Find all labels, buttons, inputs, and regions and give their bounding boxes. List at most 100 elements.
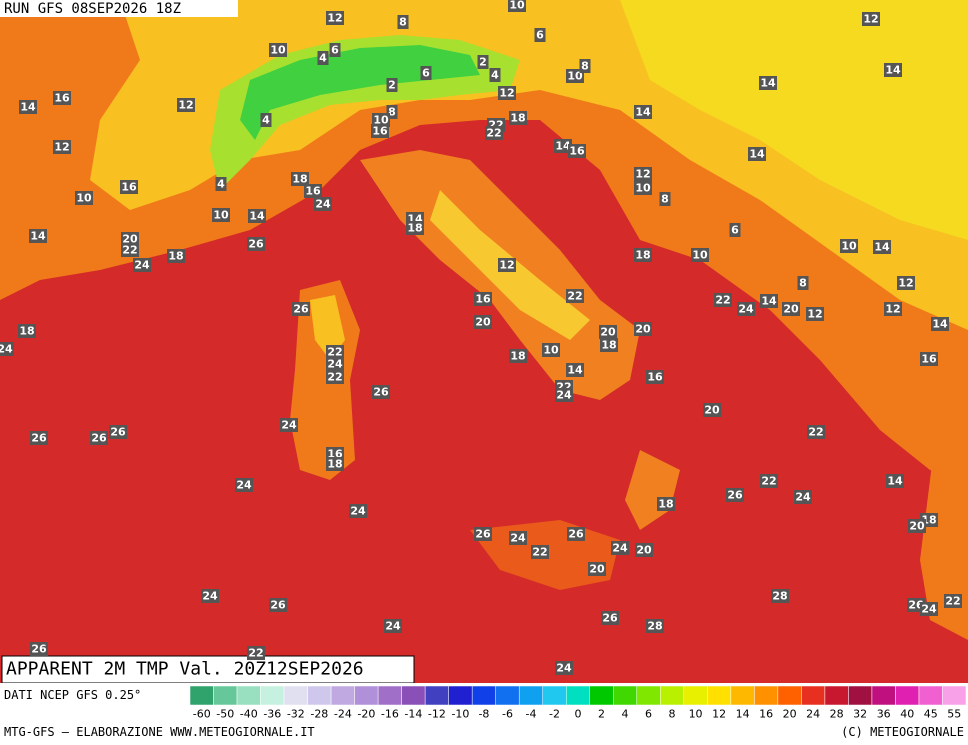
temperature-label: 20 <box>589 563 605 576</box>
colorbar-label: 12 <box>712 708 726 721</box>
label-box <box>121 232 139 246</box>
colorbar-swatch <box>283 685 308 706</box>
temperature-label: 14 <box>749 148 765 161</box>
run-box <box>0 0 238 17</box>
temperature-label: 14 <box>760 77 776 90</box>
temperature-label: 26 <box>602 612 618 625</box>
colorbar-label: 4 <box>622 708 629 721</box>
temperature-label: 8 <box>581 60 589 73</box>
label-box <box>317 51 329 65</box>
label-box <box>729 223 741 237</box>
temperature-label: 8 <box>388 106 396 119</box>
label-box <box>737 302 755 316</box>
label-box <box>30 431 48 445</box>
temperature-label: 18 <box>327 458 342 471</box>
label-box <box>509 349 527 363</box>
colorbar-label: 6 <box>645 708 652 721</box>
label-box <box>474 292 492 306</box>
label-box <box>420 66 432 80</box>
temperature-label: 28 <box>647 620 662 633</box>
label-box <box>873 240 891 254</box>
label-box <box>726 488 744 502</box>
temperature-label: 14 <box>555 140 571 153</box>
label-box <box>908 519 926 533</box>
colorbar-swatch <box>495 685 520 706</box>
label-box <box>508 0 526 12</box>
colorbar-swatch <box>518 685 543 706</box>
label-box <box>269 43 287 57</box>
temperature-label: 22 <box>122 244 137 257</box>
label-box <box>509 531 527 545</box>
colorbar-swatch <box>189 685 214 706</box>
label-box <box>329 43 341 57</box>
label-box <box>260 113 272 127</box>
temperature-label: 24 <box>556 389 572 402</box>
temperature-label: 18 <box>510 112 525 125</box>
colorbar-swatch <box>895 685 920 706</box>
label-box <box>215 177 227 191</box>
colorbar-swatch <box>401 685 426 706</box>
temperature-label: 20 <box>635 323 651 336</box>
temperature-label: 18 <box>510 350 525 363</box>
temperature-label: 26 <box>270 599 286 612</box>
temperature-label: 18 <box>292 173 307 186</box>
label-box <box>397 15 409 29</box>
temperature-label: 18 <box>601 339 616 352</box>
label-box <box>600 338 618 352</box>
label-box <box>53 91 71 105</box>
temperature-label: 14 <box>761 295 777 308</box>
label-box <box>657 497 675 511</box>
temperature-label: 18 <box>635 249 650 262</box>
temperature-label: 16 <box>569 145 585 158</box>
temperature-label: 4 <box>319 52 327 65</box>
temperature-label: 14 <box>932 318 948 331</box>
label-box <box>634 322 652 336</box>
colorbar-swatch <box>542 685 567 706</box>
colorbar-swatch <box>683 685 708 706</box>
label-box <box>531 545 549 559</box>
temperature-label: 26 <box>475 528 491 541</box>
colorbar-swatch <box>236 685 261 706</box>
label-box <box>326 11 344 25</box>
temperature-label: 24 <box>236 479 252 492</box>
temperature-label: 16 <box>54 92 70 105</box>
label-box <box>691 248 709 262</box>
colorbar-swatch <box>848 685 873 706</box>
colorbar-label: -60 <box>193 708 211 721</box>
temperature-label: 10 <box>567 70 583 83</box>
label-box <box>555 661 573 675</box>
label-box <box>794 490 812 504</box>
footer-left: MTG-GFS — ELABORAZIONE WWW.METEOGIORNALE… <box>4 725 315 739</box>
temperature-label: 10 <box>373 114 389 127</box>
temperature-label: 24 <box>921 603 937 616</box>
label-box <box>247 646 265 660</box>
label-box <box>634 105 652 119</box>
temperature-label: 18 <box>19 325 34 338</box>
colorbar-label: 16 <box>759 708 773 721</box>
label-box <box>714 293 732 307</box>
temperature-label: 20 <box>475 316 491 329</box>
label-box <box>212 208 230 222</box>
colorbar-swatch <box>377 685 402 706</box>
label-box <box>897 276 915 290</box>
colorbar-swatch <box>307 685 332 706</box>
label-box <box>542 343 560 357</box>
label-box <box>372 113 390 127</box>
label-box <box>634 181 652 195</box>
temperature-label: 16 <box>647 371 663 384</box>
label-box <box>121 243 139 257</box>
temperature-label: 10 <box>692 249 708 262</box>
colorbar-swatch <box>260 685 285 706</box>
temperature-label: 10 <box>270 44 286 57</box>
colorbar-swatch <box>942 685 967 706</box>
temperature-label: 6 <box>331 44 339 57</box>
label-box <box>474 315 492 329</box>
label-box <box>498 86 516 100</box>
label-box <box>326 357 344 371</box>
colorbar-swatch <box>589 685 614 706</box>
colorbar-label: -16 <box>381 708 399 721</box>
temperature-label: 10 <box>635 182 651 195</box>
label-box <box>646 619 664 633</box>
temperature-label: 14 <box>249 210 265 223</box>
